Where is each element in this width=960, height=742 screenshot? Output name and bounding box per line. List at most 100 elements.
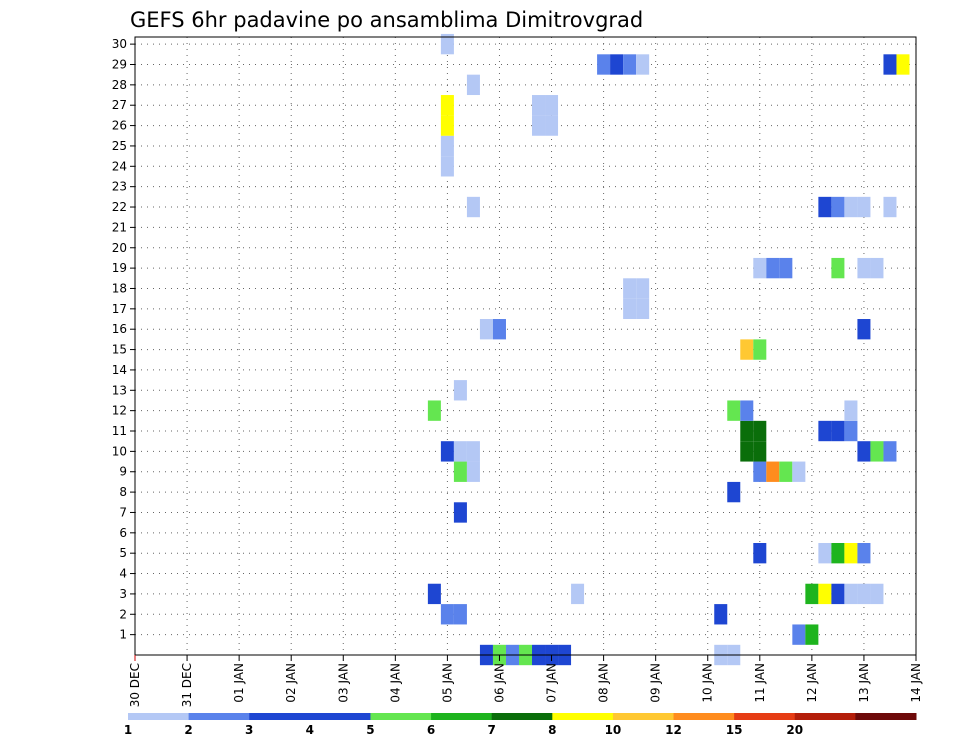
y-tick-label: 26 xyxy=(112,119,127,133)
data-cell xyxy=(440,604,454,625)
data-cell xyxy=(870,257,884,279)
x-tick-label: 01 JAN xyxy=(232,663,246,703)
data-cell xyxy=(740,400,754,421)
data-cell xyxy=(636,298,650,320)
y-tick-label: 6 xyxy=(119,526,127,540)
legend-label: 1 xyxy=(124,723,132,737)
y-tick-label: 23 xyxy=(112,180,127,194)
x-tick-label: 09 JAN xyxy=(649,663,663,703)
data-cell xyxy=(532,95,546,116)
data-cell xyxy=(727,481,741,503)
data-cell xyxy=(714,604,728,625)
y-tick-label: 29 xyxy=(112,57,127,71)
data-cell xyxy=(740,339,754,360)
data-cell xyxy=(440,441,454,462)
legend-label: 15 xyxy=(726,723,743,737)
data-cell xyxy=(870,441,884,462)
data-cell xyxy=(427,583,441,605)
data-cell xyxy=(779,257,793,279)
data-cell xyxy=(818,420,832,442)
data-cell xyxy=(792,461,806,482)
data-cell xyxy=(623,278,637,299)
data-cell xyxy=(844,583,858,605)
legend-color-swatch xyxy=(552,713,614,720)
grid xyxy=(135,37,916,655)
data-cell xyxy=(818,583,832,605)
y-tick-label: 3 xyxy=(119,587,127,601)
data-cell xyxy=(844,420,858,442)
x-tick-label: 30 DEC xyxy=(128,663,142,707)
data-cells xyxy=(427,33,910,666)
legend-color-swatch xyxy=(673,713,735,720)
legend-color-swatch xyxy=(794,713,856,720)
data-cell xyxy=(636,54,650,75)
data-cell xyxy=(857,583,871,605)
x-tick-label: 13 JAN xyxy=(857,663,871,703)
y-tick-label: 18 xyxy=(112,281,127,295)
data-cell xyxy=(844,543,858,564)
legend-color-swatch xyxy=(491,713,553,720)
plot-frame xyxy=(134,36,917,656)
y-tick-label: 16 xyxy=(112,322,127,336)
data-cell xyxy=(545,95,559,116)
data-cell xyxy=(753,461,767,482)
data-cell xyxy=(479,319,493,340)
data-cell xyxy=(792,624,806,645)
x-tick-label: 14 JAN xyxy=(909,663,923,703)
legend-label: 2 xyxy=(184,723,192,737)
y-tick-label: 17 xyxy=(112,302,127,316)
data-cell xyxy=(545,115,559,136)
y-tick-label: 22 xyxy=(112,200,127,214)
data-cell xyxy=(623,54,637,75)
legend-color-swatch xyxy=(309,713,371,720)
legend-color-swatch xyxy=(734,713,796,720)
data-cell xyxy=(610,54,624,75)
data-cell xyxy=(753,339,767,360)
y-tick-label: 4 xyxy=(119,567,127,581)
legend-label: 12 xyxy=(665,723,682,737)
data-cell xyxy=(597,54,611,75)
y-tick-label: 10 xyxy=(112,444,127,458)
data-cell xyxy=(844,400,858,421)
y-tick-label: 30 xyxy=(112,37,127,51)
x-tick-label: 12 JAN xyxy=(805,663,819,703)
x-tick-label: 03 JAN xyxy=(336,663,350,703)
x-tick-label: 02 JAN xyxy=(284,663,298,703)
data-cell xyxy=(427,400,441,421)
data-cell xyxy=(440,95,454,116)
y-tick-label: 9 xyxy=(119,465,127,479)
data-cell xyxy=(740,441,754,462)
data-cell xyxy=(466,196,480,218)
data-cell xyxy=(857,543,871,564)
data-cell xyxy=(883,196,897,218)
data-cell xyxy=(453,441,467,462)
data-cell xyxy=(466,461,480,482)
x-tick-label: 10 JAN xyxy=(701,663,715,703)
legend-color-swatch xyxy=(128,713,190,720)
data-cell xyxy=(831,196,845,218)
data-cell xyxy=(805,624,819,645)
legend-color-swatch xyxy=(612,713,675,720)
x-tick-label: 31 DEC xyxy=(180,663,194,707)
data-cell xyxy=(883,441,897,462)
data-cell xyxy=(753,543,767,564)
y-tick-label: 14 xyxy=(112,363,127,377)
data-cell xyxy=(831,543,845,564)
legend-label: 8 xyxy=(548,723,556,737)
legend-label: 10 xyxy=(605,723,622,737)
chart-title: GEFS 6hr padavine po ansamblima Dimitrov… xyxy=(130,8,643,32)
data-cell xyxy=(753,257,767,279)
data-cell xyxy=(453,380,467,401)
y-tick-label: 2 xyxy=(119,607,127,621)
data-cell xyxy=(766,257,780,279)
y-tick-label: 20 xyxy=(112,241,127,255)
data-cell xyxy=(753,441,767,462)
y-tick-label: 5 xyxy=(119,546,127,560)
x-tick-label: 06 JAN xyxy=(492,663,506,703)
data-cell xyxy=(492,319,506,340)
y-tick-label: 11 xyxy=(112,424,127,438)
legend-color-swatch xyxy=(855,713,917,720)
legend-label: 5 xyxy=(366,723,374,737)
y-tick-label: 15 xyxy=(112,343,127,357)
